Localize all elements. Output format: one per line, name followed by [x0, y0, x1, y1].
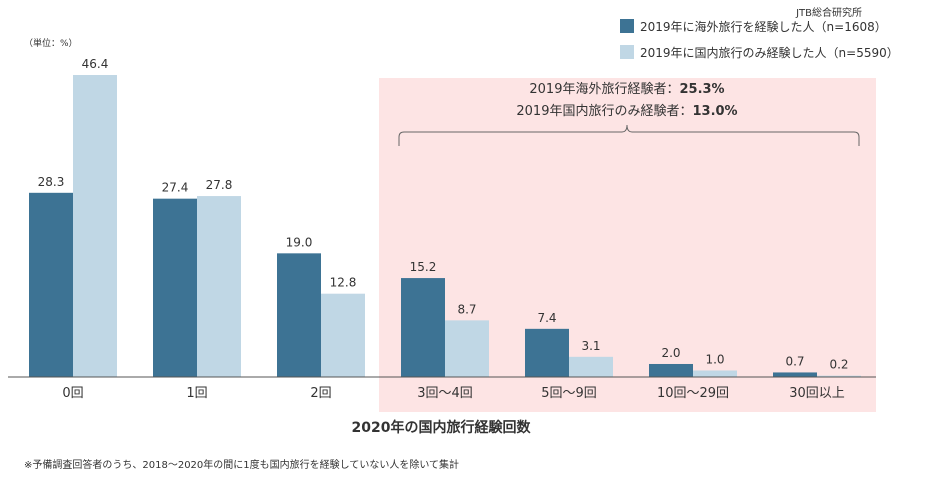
- bar-series1-3: [401, 278, 445, 377]
- legend-label-1: 2019年に海外旅行を経験した人（n=1608）: [640, 19, 887, 34]
- footnote: ※予備調査回答者のうち、2018〜2020年の間に1度も国内旅行を経験していない…: [24, 460, 460, 471]
- annotation-line-1: 2019年海外旅行経験者：25.3%: [529, 82, 724, 97]
- x-tick-label-1: 1回: [186, 386, 207, 401]
- value-label-series1-0: 28.3: [38, 175, 65, 189]
- value-label-series2-1: 27.8: [206, 178, 233, 192]
- legend-swatch-2: [620, 45, 634, 59]
- x-axis-title: 2020年の国内旅行経験回数: [352, 419, 532, 436]
- bar-series1-1: [153, 198, 197, 377]
- value-label-series2-6: 0.2: [829, 358, 848, 372]
- value-label-series2-3: 8.7: [457, 302, 476, 316]
- annotation-brace: [398, 124, 860, 146]
- annotation-line-2: 2019年国内旅行のみ経験者：13.0%: [516, 103, 737, 119]
- unit-label: （単位：%）: [24, 39, 78, 49]
- bar-series1-2: [277, 253, 321, 377]
- bar-series1-0: [29, 192, 73, 377]
- annotation-line-1-label: 2019年海外旅行経験者：: [529, 82, 679, 97]
- annotation-line-2-value: 13.0%: [692, 104, 737, 119]
- annotation-line-2-label: 2019年国内旅行のみ経験者：: [516, 103, 692, 119]
- legend-swatch-1: [620, 19, 634, 33]
- x-tick-label-0: 0回: [62, 386, 83, 401]
- value-label-series1-6: 0.7: [785, 354, 804, 368]
- value-label-series1-5: 2.0: [661, 346, 680, 360]
- bar-series2-4: [569, 356, 613, 377]
- bars-group: 28.3 46.4 27.4 27.8 19.0 12.8 15.2 8.7 7.4 3.1 2.0…: [29, 57, 861, 377]
- x-tick-labels: 0回 1回 2回 3回〜4回 5回〜9回 10回〜29回 30回以上: [62, 386, 844, 401]
- bar-series2-1: [197, 196, 241, 377]
- legend-label-2: 2019年に国内旅行のみ経験した人（n=5590）: [640, 45, 899, 60]
- bar-series2-0: [73, 75, 117, 377]
- value-label-series1-1: 27.4: [162, 181, 189, 195]
- bar-series2-5: [693, 370, 737, 377]
- bar-series2-2: [321, 293, 365, 377]
- x-tick-label-2: 2回: [310, 386, 331, 401]
- value-label-series2-5: 1.0: [705, 352, 724, 366]
- bar-series2-3: [445, 320, 489, 377]
- bar-series1-4: [525, 328, 569, 377]
- source-label: JTB総合研究所: [796, 8, 862, 19]
- bar-series2-6: [817, 375, 861, 377]
- value-label-series2-4: 3.1: [581, 339, 600, 353]
- x-tick-label-5: 10回〜29回: [657, 386, 729, 401]
- annotation-line-1-value: 25.3%: [679, 82, 724, 97]
- bar-series1-5: [649, 363, 693, 377]
- x-tick-label-6: 30回以上: [789, 386, 845, 401]
- value-label-series1-2: 19.0: [286, 235, 313, 249]
- annotation-box: 2019年海外旅行経験者：25.3% 2019年国内旅行のみ経験者：13.0%: [398, 82, 860, 146]
- value-label-series1-4: 7.4: [537, 311, 556, 325]
- legend: 2019年に海外旅行を経験した人（n=1608） 2019年に国内旅行のみ経験した…: [620, 19, 899, 60]
- bar-series1-6: [773, 372, 817, 377]
- value-label-series2-2: 12.8: [330, 276, 357, 290]
- x-tick-label-4: 5回〜9回: [541, 386, 597, 401]
- x-tick-label-3: 3回〜4回: [417, 386, 473, 401]
- value-label-series2-0: 46.4: [82, 57, 109, 71]
- value-label-series1-3: 15.2: [410, 260, 437, 274]
